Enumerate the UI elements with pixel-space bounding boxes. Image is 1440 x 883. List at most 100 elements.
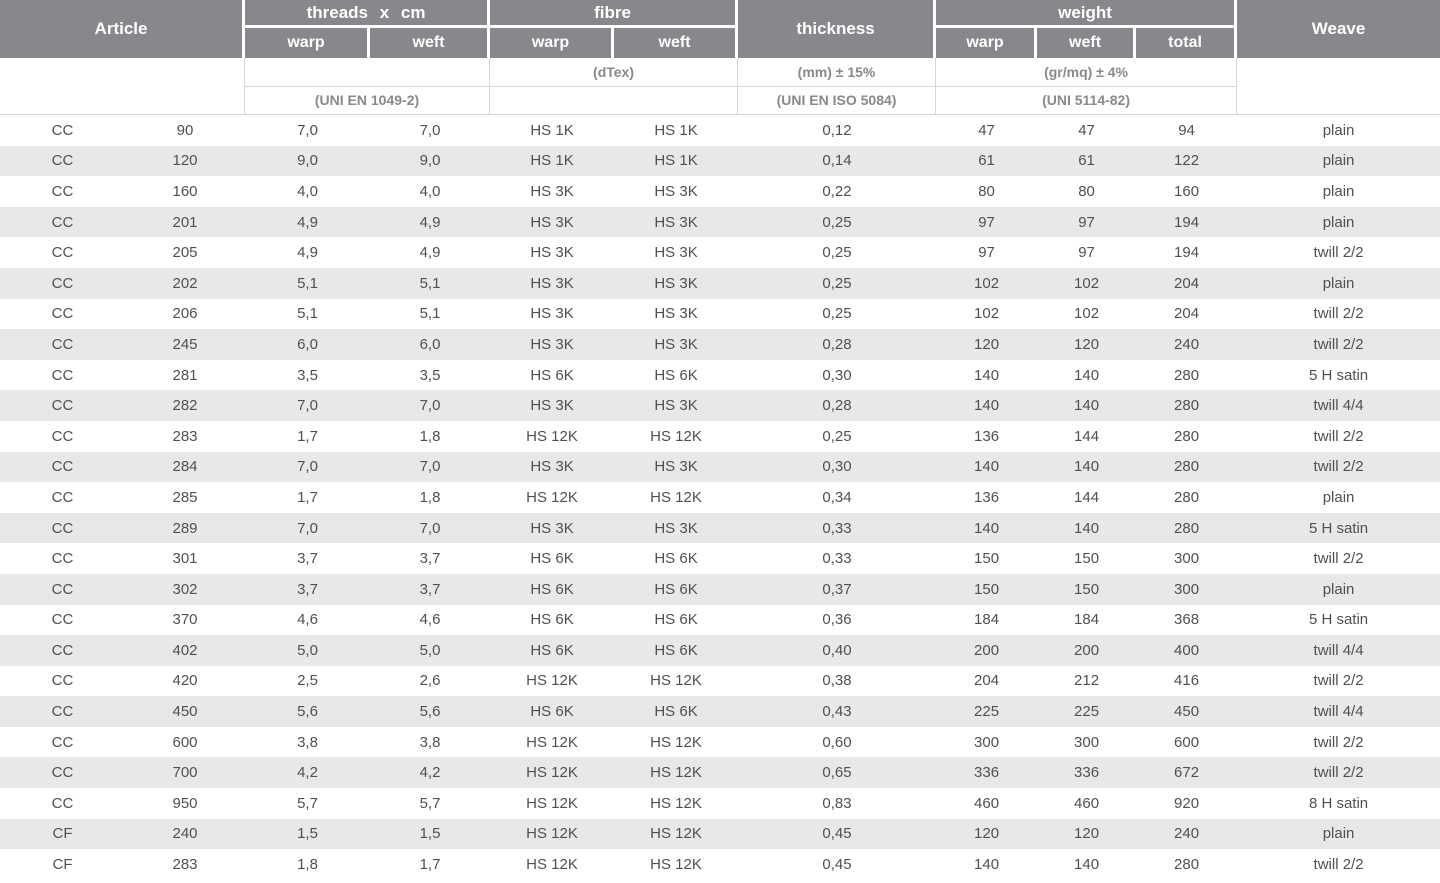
cell-thickness: 0,33 bbox=[822, 550, 852, 568]
cell-fibre-weft: HS 6K bbox=[654, 611, 698, 629]
table-row: CF 283 1,8 1,7 HS 12K HS 12K 0,45 140 140 280 twil… bbox=[0, 849, 1440, 880]
cell-fibre-warp: HS 12K bbox=[526, 733, 578, 751]
cell-weight-warp: 204 bbox=[974, 672, 1000, 690]
cell-article-type: CC bbox=[51, 733, 74, 751]
cell-weight-warp: 140 bbox=[974, 856, 1000, 874]
cell-article-number: 202 bbox=[172, 274, 198, 292]
table-row: CC 600 3,8 3,8 HS 12K HS 12K 0,60 300 300 600 twil… bbox=[0, 726, 1440, 758]
cell-article-type: CC bbox=[51, 488, 74, 506]
cell-threads-weft: 6,0 bbox=[419, 335, 441, 353]
cell-article-type: CC bbox=[51, 305, 74, 323]
cell-weight-total: 240 bbox=[1174, 825, 1200, 843]
table-row: CC 282 7,0 7,0 HS 3K HS 3K 0,28 140 140 280 twill … bbox=[0, 390, 1440, 421]
cell-weight-weft: 120 bbox=[1074, 335, 1100, 353]
cell-weight-weft: 97 bbox=[1078, 244, 1095, 262]
cell-article-number: 289 bbox=[172, 519, 198, 537]
cell-weight-weft: 144 bbox=[1074, 488, 1100, 506]
cell-article-type: CC bbox=[51, 213, 74, 231]
cell-fibre-weft: HS 3K bbox=[654, 335, 698, 353]
cell-thickness: 0,38 bbox=[822, 672, 852, 690]
cell-threads-weft: 4,9 bbox=[419, 244, 441, 262]
cell-weight-warp: 150 bbox=[974, 550, 1000, 568]
cell-weight-weft: 184 bbox=[1074, 611, 1100, 629]
cell-weight-warp: 120 bbox=[974, 825, 1000, 843]
cell-weight-warp: 136 bbox=[974, 488, 1000, 506]
cell-weight-total: 400 bbox=[1174, 641, 1200, 659]
cell-weight-weft: 300 bbox=[1074, 733, 1100, 751]
cell-weight-total: 280 bbox=[1174, 427, 1200, 445]
cell-thickness: 0,45 bbox=[822, 825, 852, 843]
cell-article-number: 450 bbox=[172, 703, 198, 721]
cell-fibre-weft: HS 3K bbox=[654, 182, 698, 200]
cell-thickness: 0,60 bbox=[822, 733, 852, 751]
cell-article-type: CC bbox=[51, 458, 74, 476]
header-fibre: fibre bbox=[490, 0, 739, 28]
cell-weight-warp: 136 bbox=[974, 427, 1000, 445]
cell-weight-warp: 140 bbox=[974, 366, 1000, 384]
cell-article-number: 402 bbox=[172, 641, 198, 659]
cell-article-type: CC bbox=[51, 121, 74, 139]
header-weight-weft: weft bbox=[1037, 28, 1137, 58]
header-fibre-weft: weft bbox=[614, 28, 739, 58]
cell-weight-weft: 140 bbox=[1074, 366, 1100, 384]
cell-threads-weft: 3,7 bbox=[419, 550, 441, 568]
cell-fibre-warp: HS 1K bbox=[530, 121, 574, 139]
cell-fibre-weft: HS 12K bbox=[650, 672, 702, 690]
cell-weight-total: 122 bbox=[1174, 152, 1200, 170]
table-row: CC 206 5,1 5,1 HS 3K HS 3K 0,25 102 102 204 twill … bbox=[0, 298, 1440, 330]
cell-weight-warp: 61 bbox=[978, 152, 995, 170]
table-row: CC 302 3,7 3,7 HS 6K HS 6K 0,37 150 150 300 plain bbox=[0, 573, 1440, 605]
table-row: CC 160 4,0 4,0 HS 3K HS 3K 0,22 80 80 160 plain bbox=[0, 176, 1440, 207]
table-row: CC 420 2,5 2,6 HS 12K HS 12K 0,38 204 212 416 twil… bbox=[0, 665, 1440, 697]
cell-weight-warp: 300 bbox=[974, 733, 1000, 751]
cell-weight-warp: 97 bbox=[978, 244, 995, 262]
cell-weave: twill 2/2 bbox=[1313, 244, 1364, 262]
cell-weight-total: 280 bbox=[1174, 488, 1200, 506]
cell-fibre-weft: HS 3K bbox=[654, 244, 698, 262]
cell-weave: twill 4/4 bbox=[1313, 397, 1364, 415]
cell-weight-total: 450 bbox=[1174, 703, 1200, 721]
header-weight-total: total bbox=[1136, 28, 1238, 58]
cell-threads-weft: 5,1 bbox=[419, 274, 441, 292]
cell-thickness: 0,36 bbox=[822, 611, 852, 629]
cell-article-type: CC bbox=[51, 397, 74, 415]
cell-article-type: CC bbox=[51, 580, 74, 598]
cell-weight-weft: 102 bbox=[1074, 305, 1100, 323]
table-row: CC 402 5,0 5,0 HS 6K HS 6K 0,40 200 200 400 twill … bbox=[0, 635, 1440, 666]
cell-article-type: CF bbox=[52, 825, 73, 843]
cell-threads-warp: 5,7 bbox=[297, 794, 318, 812]
cell-threads-weft: 4,0 bbox=[419, 182, 441, 200]
cell-weight-total: 300 bbox=[1174, 550, 1200, 568]
cell-weight-weft: 140 bbox=[1074, 856, 1100, 874]
cell-weight-warp: 47 bbox=[978, 121, 995, 139]
cell-threads-warp: 7,0 bbox=[297, 121, 318, 139]
cell-weight-weft: 102 bbox=[1074, 274, 1100, 292]
subheader-weave-spacer bbox=[1237, 58, 1440, 115]
cell-fibre-weft: HS 3K bbox=[654, 305, 698, 323]
cell-threads-warp: 7,0 bbox=[297, 397, 318, 415]
cell-weight-warp: 80 bbox=[978, 182, 995, 200]
cell-weave: plain bbox=[1322, 274, 1355, 292]
cell-thickness: 0,40 bbox=[822, 641, 852, 659]
cell-threads-warp: 9,0 bbox=[297, 152, 318, 170]
cell-article-number: 281 bbox=[172, 366, 198, 384]
cell-article-type: CC bbox=[51, 244, 74, 262]
cell-weight-warp: 460 bbox=[974, 794, 1000, 812]
cell-weight-warp: 140 bbox=[974, 458, 1000, 476]
cell-fibre-warp: HS 12K bbox=[526, 794, 578, 812]
cell-fibre-weft: HS 6K bbox=[654, 580, 698, 598]
cell-fibre-weft: HS 3K bbox=[654, 519, 698, 537]
cell-weight-weft: 144 bbox=[1074, 427, 1100, 445]
cell-weight-warp: 200 bbox=[974, 641, 1000, 659]
cell-weight-warp: 225 bbox=[974, 703, 1000, 721]
cell-weight-warp: 184 bbox=[974, 611, 1000, 629]
cell-weight-weft: 336 bbox=[1074, 764, 1100, 782]
cell-article-number: 950 bbox=[172, 794, 198, 812]
cell-thickness: 0,30 bbox=[822, 366, 852, 384]
cell-fibre-warp: HS 6K bbox=[530, 641, 574, 659]
cell-article-type: CC bbox=[51, 427, 74, 445]
cell-threads-weft: 5,1 bbox=[419, 305, 441, 323]
cell-fibre-weft: HS 12K bbox=[650, 427, 702, 445]
cell-threads-weft: 4,9 bbox=[419, 213, 441, 231]
cell-article-type: CC bbox=[51, 366, 74, 384]
